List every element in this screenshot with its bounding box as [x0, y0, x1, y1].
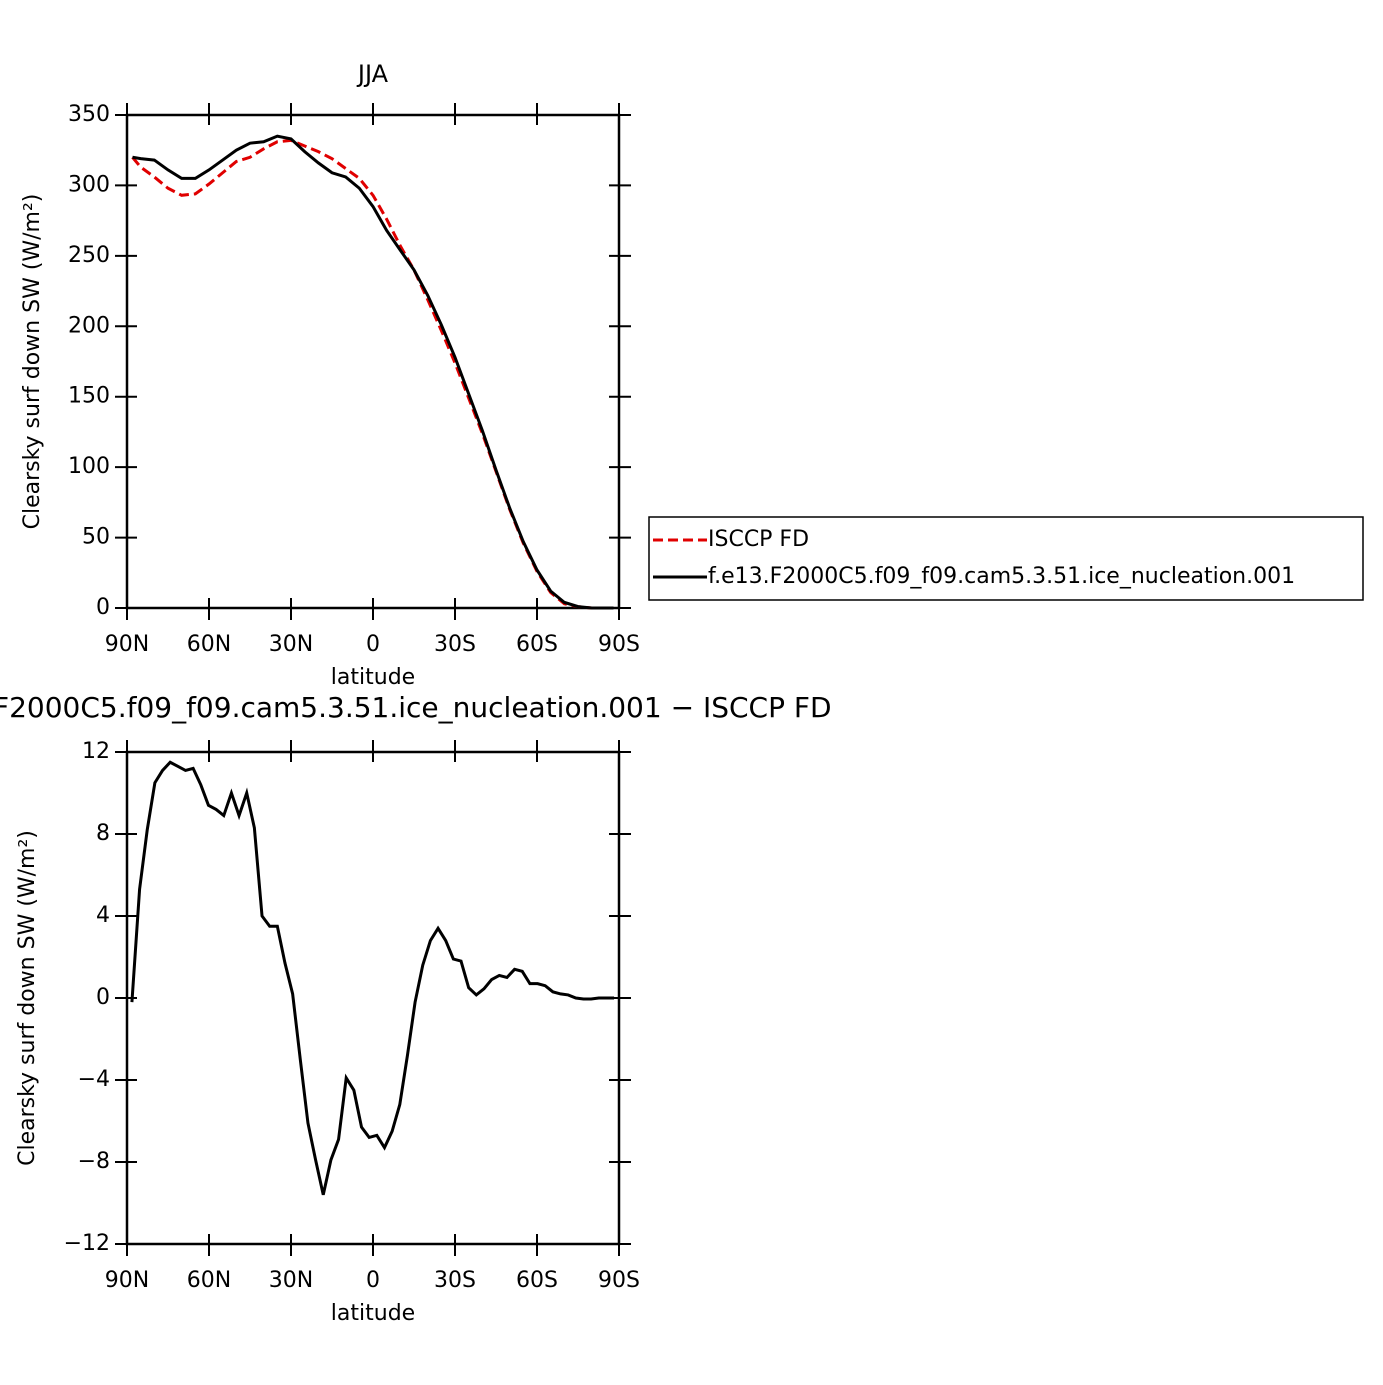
y-tick-label: −12 — [64, 1231, 110, 1256]
x-tick-label: 90S — [598, 1268, 640, 1293]
y-tick-label: 8 — [96, 821, 110, 846]
y-tick-label: 0 — [96, 985, 110, 1010]
legend-label: ISCCP FD — [708, 527, 809, 552]
x-tick-label: 60S — [516, 1268, 558, 1293]
y-tick-label: 150 — [68, 384, 110, 409]
y-tick-label: 100 — [68, 454, 110, 479]
chart-title: JJA — [356, 60, 389, 88]
plot-frame — [125, 750, 621, 1246]
y-tick-label: 4 — [96, 903, 110, 928]
x-tick-label: 30S — [434, 632, 476, 657]
x-tick-label: 90S — [598, 632, 640, 657]
y-tick-label: 350 — [68, 102, 110, 127]
x-tick-label: 60N — [187, 1268, 231, 1293]
chart-title: f.e13.F2000C5.f09_f09.cam5.3.51.ice_nucl… — [0, 691, 832, 724]
x-tick-label: 30S — [434, 1268, 476, 1293]
x-tick-label: 30N — [269, 632, 313, 657]
data-line — [130, 760, 615, 1196]
x-axis-label: latitude — [331, 1301, 415, 1326]
x-tick-label: 60N — [187, 632, 231, 657]
y-tick-label: 50 — [82, 525, 110, 550]
data-line — [132, 134, 614, 610]
data-line — [131, 138, 614, 610]
x-tick-label: 60S — [516, 632, 558, 657]
y-tick-label: 12 — [82, 739, 110, 764]
legend-box — [648, 516, 1364, 601]
y-tick-label: 200 — [68, 313, 110, 338]
y-tick-label: −4 — [78, 1067, 110, 1092]
y-tick-label: 0 — [96, 595, 110, 620]
x-tick-label: 0 — [366, 632, 380, 657]
y-axis-label: Clearsky surf down SW (W/m²) — [15, 830, 40, 1166]
legend-label: f.e13.F2000C5.f09_f09.cam5.3.51.ice_nucl… — [708, 564, 1295, 589]
x-tick-label: 90N — [105, 1268, 149, 1293]
x-tick-label: 0 — [366, 1268, 380, 1293]
y-tick-label: 250 — [68, 243, 110, 268]
x-tick-label: 90N — [105, 632, 149, 657]
y-tick-label: −8 — [78, 1149, 110, 1174]
x-axis-label: latitude — [331, 665, 415, 690]
y-tick-label: 300 — [68, 172, 110, 197]
y-axis-label: Clearsky surf down SW (W/m²) — [20, 194, 45, 530]
plot-frame — [125, 113, 621, 610]
x-tick-label: 30N — [269, 1268, 313, 1293]
